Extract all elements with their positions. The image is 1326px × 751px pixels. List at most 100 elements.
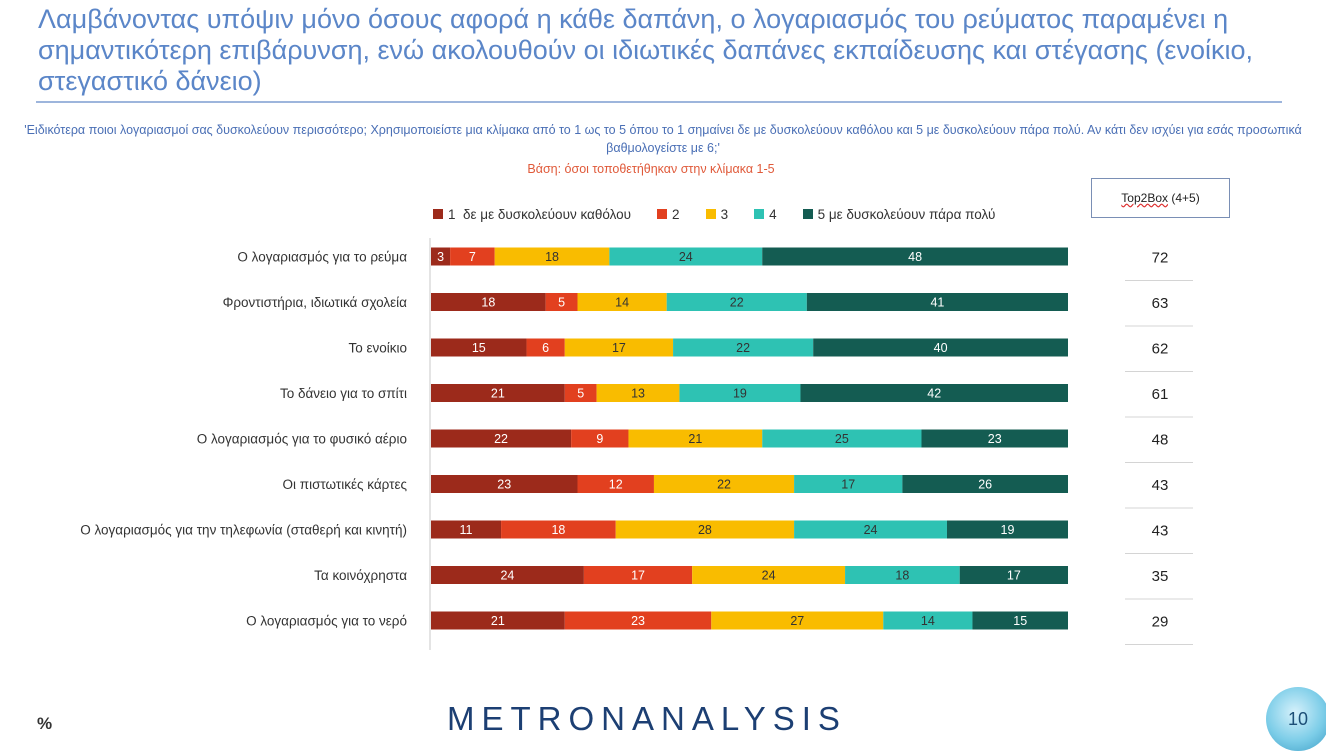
bar-value-label: 21 [491,387,505,401]
bar-value-label: 18 [545,250,559,264]
bar-segment [571,429,629,448]
chart-legend: 1 δε με δυσκολεύουν καθόλου 2 3 4 5 με δυσκο… [433,204,995,224]
top2box-value: 61 [1152,386,1169,403]
bar-value-label: 17 [841,478,855,492]
bar-segment [692,566,846,584]
top2box-value: 63 [1152,295,1169,312]
bar-value-label: 5 [558,296,565,310]
top2box-header-word: Top2Box [1121,191,1168,205]
category-label: Το δάνειο για το σπίτι [280,386,407,401]
category-label: Οι πιστωτικές κάρτες [283,477,408,492]
bar-value-label: 19 [733,387,747,401]
bar-value-label: 9 [596,432,603,446]
bar-value-label: 24 [679,250,693,264]
question-text: 'Ειδικότερα ποιοι λογαριασμοί σας δυσκολ… [24,123,1302,155]
bar-segment [959,566,1068,584]
bar-segment [431,429,572,448]
bar-value-label: 23 [631,614,645,628]
top2box-value: 48 [1152,432,1169,449]
page-title: Λαμβάνοντας υπόψιν μόνο όσους αφορά η κά… [38,4,1253,96]
bar-value-label: 17 [631,569,645,583]
percent-icon: % [37,714,53,733]
bar-value-label: 48 [908,250,922,264]
bar-value-label: 26 [978,478,992,492]
top2box-value: 29 [1152,614,1169,631]
bar-value-label: 18 [551,523,565,537]
category-label: Ο λογαριασμός για το φυσικό αέριο [197,432,407,447]
bar-segment [813,338,1068,357]
title-divider [36,101,1282,103]
page-number: 10 [1287,708,1309,729]
bar-segment [946,520,1068,539]
bar-segment [806,293,1068,311]
legend-label: 4 [769,206,777,222]
bar-segment [431,520,502,539]
bar-value-label: 41 [930,296,944,310]
bar-value-label: 42 [927,387,941,401]
bar-segment [431,384,565,402]
bar-value-label: 24 [864,523,878,537]
bar-value-label: 12 [609,478,623,492]
bar-value-label: 7 [469,250,476,264]
base-note: Βάση: όσοι τοποθετήθηκαν στην κλίμακα 1-… [527,162,775,176]
bar-value-label: 28 [698,523,712,537]
bar-segment [794,520,947,539]
bar-segment [794,475,903,493]
bar-value-label: 23 [497,478,511,492]
bar-value-label: 17 [1007,569,1021,583]
bar-segment [564,611,712,630]
bar-segment [431,475,578,493]
bar-segment [431,338,527,357]
bar-value-label: 24 [762,569,776,583]
page-number-badge: 10 [1266,687,1326,751]
top2box-value: 35 [1152,568,1169,585]
bar-segment [545,293,578,311]
bar-segment [583,566,693,584]
bar-segment [972,611,1068,630]
bar-value-label: 22 [730,296,744,310]
category-label: Το ενοίκιο [348,341,407,356]
bar-segment [902,475,1068,493]
bar-segment [526,338,565,357]
category-label: Ο λογαριασμός για την τηλεφωνία (σταθερή… [80,523,407,538]
bar-segment [653,475,795,493]
category-label: Τα κοινόχρηστα [314,568,407,583]
bar-segment [762,247,1068,266]
bar-segment [762,429,922,448]
bar-value-label: 18 [895,569,909,583]
bar-value-label: 17 [612,341,626,355]
legend-swatch [754,209,765,219]
bar-segment [609,247,763,266]
top2box-value: 72 [1152,250,1169,267]
top2box-header-suffix: (4+5) [1171,191,1200,205]
bar-segment [501,520,616,539]
bar-segment [577,293,667,311]
bar-segment [431,566,584,584]
bar-value-label: 14 [615,296,629,310]
bar-segment [431,611,565,630]
bar-value-label: 3 [437,250,444,264]
bar-segment [679,384,801,402]
bar-value-label: 15 [1013,614,1027,628]
bar-value-label: 40 [934,341,948,355]
bar-segment [577,475,654,493]
bar-segment [628,429,763,448]
legend-label: 1 δε με δυσκολεύουν καθόλου [448,206,632,222]
legend-label: 2 [672,206,680,222]
bar-segment [431,247,451,266]
bar-value-label: 21 [491,614,505,628]
legend-swatch [433,209,443,219]
bar-segment [596,384,680,402]
bar-segment [883,611,973,630]
bar-value-label: 22 [717,478,731,492]
legend-item: 3 [705,207,728,222]
bar-value-label: 15 [472,341,486,355]
bar-segment [450,247,495,266]
bar-value-label: 27 [790,614,804,628]
bar-value-label: 25 [835,432,849,446]
bar-value-label: 11 [460,523,473,537]
bar-segment [494,247,610,266]
legend-swatch [705,209,716,219]
bar-value-label: 14 [921,614,935,628]
